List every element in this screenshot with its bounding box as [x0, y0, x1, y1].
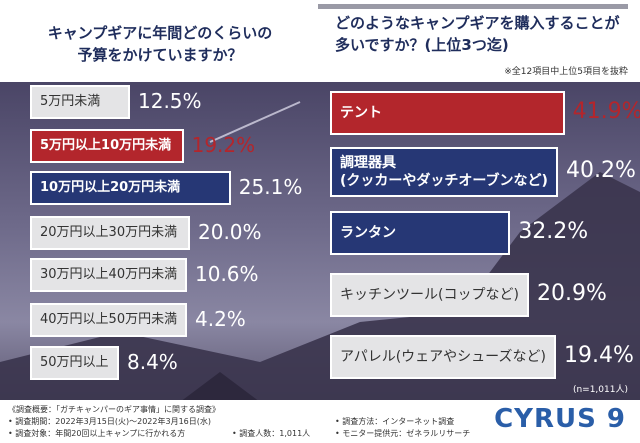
value-label: 20.0% [198, 220, 262, 244]
bar: 40万円以上50万円未満 [30, 303, 187, 337]
bar: キッチンツール(コップなど) [330, 273, 529, 317]
value-label: 4.2% [195, 307, 246, 331]
category-label: 20万円以上30万円未満 [40, 224, 178, 240]
category-label: 調理器具 (クッカーやダッチオーブンなど) [340, 154, 548, 189]
category-label: 50万円以上 [40, 354, 109, 370]
value-label: 10.6% [195, 262, 259, 286]
value-label: 40.2% [566, 157, 636, 183]
bar: アパレル(ウェアやシューズなど) [330, 335, 556, 379]
category-label: 5万円以上10万円未満 [40, 137, 172, 153]
category-label: 40万円以上50万円未満 [40, 311, 178, 327]
category-label: ランタン [340, 224, 396, 241]
value-label: 20.9% [537, 280, 607, 306]
footer-text: • 調査方法：インターネット調査 [335, 417, 455, 426]
bar: 20万円以上30万円未満 [30, 216, 190, 250]
value-label: 32.2% [518, 218, 589, 244]
title-rule [318, 4, 628, 9]
category-label: アパレル(ウェアやシューズなど) [340, 348, 546, 365]
chart-title: キャンプギアに年間どのくらいの 予算をかけていますか？ [47, 24, 273, 64]
bar: 5万円以上10万円未満 [30, 129, 184, 163]
footer-text: • 調査人数：1,011人 [232, 429, 311, 438]
category-label: 30万円以上40万円未満 [40, 266, 178, 282]
footer-text: • モニター提供元：ゼネラルリサーチ [335, 429, 471, 438]
footer-text: • 調査対象：年間20回以上キャンプに行かれる方 [8, 429, 186, 438]
footer-text: 《調査概要：「ガチキャンパーのギア事情」に関する調査》 [8, 405, 220, 414]
chart-title: どのようなキャンプギアを購入することが 多いですか？(上位3つ迄) [335, 14, 620, 54]
value-label: 8.4% [127, 350, 178, 374]
bar: 30万円以上40万円未満 [30, 258, 187, 292]
category-label: キッチンツール(コップなど) [340, 286, 519, 303]
footer-text: • 調査期間：2022年3月15日(火)～2022年3月16日(水) [8, 417, 212, 426]
bar: 調理器具 (クッカーやダッチオーブンなど) [330, 147, 558, 197]
value-label: 41.9% [572, 98, 640, 124]
footer-bg [0, 400, 640, 443]
bar: 10万円以上20万円未満 [30, 171, 231, 205]
bar: 50万円以上 [30, 346, 119, 380]
bar: ランタン [330, 211, 511, 255]
bar: テント [330, 91, 565, 135]
value-label: 25.1% [238, 175, 303, 199]
logo: CYRUS 9 [494, 404, 626, 434]
value-label: 19.4% [564, 342, 634, 368]
category-label: 5万円未満 [40, 93, 101, 109]
bar: 5万円未満 [30, 85, 130, 119]
note: ※全12項目中上位5項目を抜粋 [504, 67, 628, 77]
category-label: テント [340, 104, 382, 121]
value-label: 12.5% [138, 89, 202, 113]
category-label: 10万円以上20万円未満 [40, 179, 181, 195]
sample-size: (n=1,011人) [572, 385, 628, 395]
value-label: 19.2% [191, 133, 256, 157]
